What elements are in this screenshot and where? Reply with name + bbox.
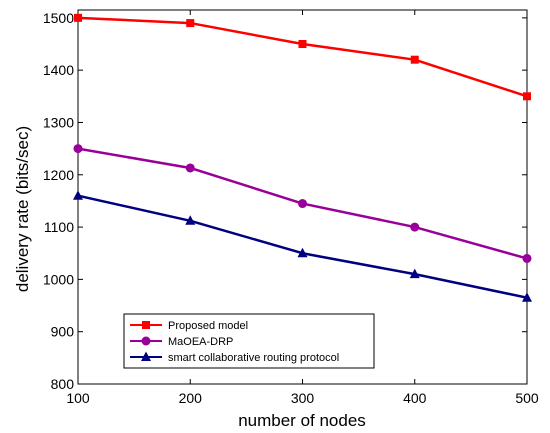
legend-box [123,313,375,369]
legend-label: MaOEA-DRP [168,336,233,348]
legend-item: MaOEA-DRP [130,336,233,348]
legend: Proposed model MaOEA-DRP smart collaborati… [123,313,375,369]
series-line [77,16,528,98]
y-tick-label: 1500 [43,10,74,26]
data-point [522,292,532,302]
data-point [522,253,532,263]
x-tick-label: 300 [291,390,315,406]
series-2 [73,144,532,263]
x-tick-label: 500 [515,390,539,406]
y-tick-label: 900 [51,324,75,340]
data-point [297,247,308,258]
y-tick-label: 1100 [44,219,74,235]
data-point [523,92,531,101]
data-point [298,40,307,48]
data-point [185,163,195,173]
legend-item: Proposed model [130,320,248,332]
y-tick-label: 800 [51,376,75,392]
series-layer [73,13,532,302]
data-point [298,199,307,209]
axes: 100 200 300 400 500 800 900 1000 1100 1200 1300 140… [43,9,539,406]
data-point [186,19,195,28]
x-tick-label: 400 [403,390,427,406]
y-tick-label: 1200 [43,167,74,183]
x-tick-label: 200 [179,390,203,406]
data-point [410,222,420,232]
data-point [409,268,420,279]
series-1 [74,13,531,101]
y-tick-label: 1000 [43,271,74,287]
legend-label: Proposed model [168,320,248,332]
legend-marker [141,336,151,346]
data-point [73,190,83,200]
x-tick-label: 100 [66,390,90,406]
legend-marker [142,321,150,329]
y-tick-label: 1400 [43,62,74,78]
series-line [77,194,528,299]
x-axis-title: number of nodes [238,411,366,430]
legend-marker [141,351,151,361]
data-point [185,215,196,225]
legend-label: smart collaborative routing protocol [168,352,339,364]
legend-item: smart collaborative routing protocol [130,351,339,364]
y-tick-label: 1300 [43,114,74,130]
y-axis-title: delivery rate (bits/sec) [13,126,32,292]
data-point [410,55,419,64]
series-3 [73,190,532,302]
data-point [74,13,82,22]
data-point [73,144,83,154]
